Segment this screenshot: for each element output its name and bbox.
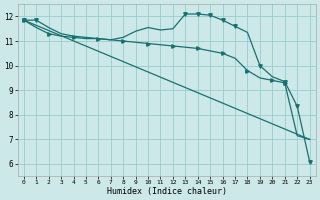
X-axis label: Humidex (Indice chaleur): Humidex (Indice chaleur) (107, 187, 227, 196)
